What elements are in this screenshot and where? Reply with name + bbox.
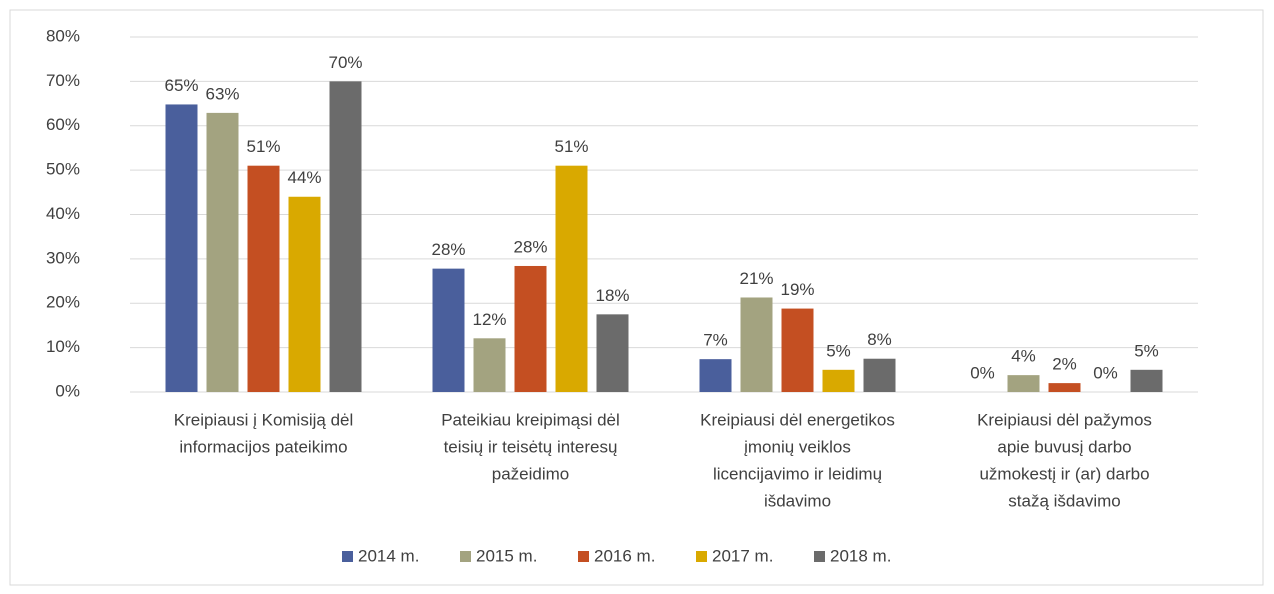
- x-tick-label: Kreipiausi į Komisiją dėl: [174, 410, 354, 429]
- data-label: 70%: [328, 53, 362, 72]
- bar: [329, 81, 362, 392]
- x-tick-label: Pateikiau kreipimąsi dėl: [441, 410, 620, 429]
- data-label: 51%: [246, 137, 280, 156]
- y-tick-label: 70%: [46, 71, 80, 90]
- y-tick-label: 30%: [46, 248, 80, 267]
- data-label: 12%: [472, 310, 506, 329]
- bar: [288, 196, 321, 392]
- data-label: 0%: [1093, 363, 1118, 382]
- x-tick-label: pažeidimo: [492, 464, 570, 483]
- bar: [432, 268, 465, 392]
- data-label: 65%: [164, 76, 198, 95]
- x-tick-label: užmokestį ir (ar) darbo: [979, 464, 1149, 483]
- x-tick-label: licencijavimo ir leidimų: [713, 464, 882, 483]
- bar: [699, 359, 732, 392]
- legend-label: 2014 m.: [358, 546, 419, 565]
- bar: [1007, 375, 1040, 392]
- data-label: 7%: [703, 331, 728, 350]
- data-label: 28%: [431, 240, 465, 259]
- y-tick-label: 20%: [46, 293, 80, 312]
- data-label: 0%: [970, 363, 995, 382]
- y-tick-label: 0%: [55, 381, 80, 400]
- x-tick-label: įmonių veiklos: [744, 437, 851, 456]
- bar: [740, 297, 773, 392]
- x-tick-label: informacijos pateikimo: [179, 437, 347, 456]
- data-label: 63%: [205, 84, 239, 103]
- legend-label: 2015 m.: [476, 546, 537, 565]
- legend-swatch: [814, 551, 825, 562]
- x-tick-label: teisių ir teisėtų interesų: [444, 437, 618, 456]
- y-tick-label: 10%: [46, 337, 80, 356]
- legend-swatch: [342, 551, 353, 562]
- data-label: 5%: [1134, 341, 1159, 360]
- bar: [206, 112, 239, 392]
- data-label: 18%: [595, 286, 629, 305]
- data-label: 2%: [1052, 355, 1077, 374]
- y-tick-label: 60%: [46, 115, 80, 134]
- bar: [822, 369, 855, 392]
- data-label: 4%: [1011, 347, 1036, 366]
- bar: [514, 265, 547, 392]
- bar: [247, 165, 280, 392]
- data-label: 19%: [780, 280, 814, 299]
- y-tick-label: 40%: [46, 204, 80, 223]
- x-tick-label: stažą išdavimo: [1008, 491, 1120, 510]
- bar: [596, 314, 629, 392]
- legend-swatch: [696, 551, 707, 562]
- legend-label: 2016 m.: [594, 546, 655, 565]
- legend-swatch: [460, 551, 471, 562]
- bar: [1130, 369, 1163, 392]
- bar: [555, 165, 588, 392]
- x-tick-label: Kreipiausi dėl energetikos: [700, 410, 895, 429]
- bar: [863, 358, 896, 392]
- x-tick-label: išdavimo: [764, 491, 831, 510]
- data-label: 51%: [554, 137, 588, 156]
- data-label: 8%: [867, 330, 892, 349]
- bar: [473, 338, 506, 392]
- data-label: 21%: [739, 269, 773, 288]
- x-tick-label: Kreipiausi dėl pažymos: [977, 410, 1152, 429]
- data-label: 44%: [287, 168, 321, 187]
- legend-swatch: [578, 551, 589, 562]
- legend-label: 2018 m.: [830, 546, 891, 565]
- data-label: 5%: [826, 341, 851, 360]
- bar: [165, 104, 198, 392]
- data-label: 28%: [513, 237, 547, 256]
- bar: [781, 308, 814, 392]
- y-tick-label: 50%: [46, 160, 80, 179]
- legend-label: 2017 m.: [712, 546, 773, 565]
- bar: [1048, 383, 1081, 392]
- x-tick-label: apie buvusį darbo: [997, 437, 1131, 456]
- y-tick-label: 80%: [46, 26, 80, 45]
